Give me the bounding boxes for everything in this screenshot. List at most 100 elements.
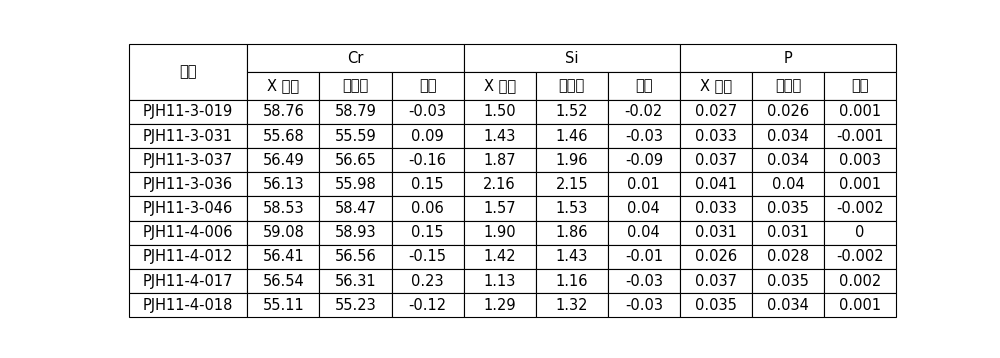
Bar	[129, 100, 247, 124]
Text: 0.033: 0.033	[695, 129, 737, 144]
Text: 56.65: 56.65	[335, 153, 376, 168]
Bar	[752, 124, 824, 148]
Bar	[129, 44, 247, 100]
Bar	[680, 269, 752, 293]
Bar	[392, 269, 464, 293]
Bar	[536, 221, 608, 245]
Bar	[824, 72, 896, 100]
Bar	[608, 293, 680, 317]
Bar	[680, 148, 752, 172]
Text: 1.86: 1.86	[556, 225, 588, 240]
Text: PJH11-3-036: PJH11-3-036	[143, 177, 233, 192]
Text: 55.59: 55.59	[335, 129, 376, 144]
Text: 0: 0	[855, 225, 865, 240]
Text: 55.11: 55.11	[263, 297, 304, 313]
Text: 0.034: 0.034	[767, 153, 809, 168]
Text: 1.29: 1.29	[483, 297, 516, 313]
Text: 0.026: 0.026	[767, 105, 809, 120]
Bar	[319, 172, 392, 197]
Bar	[824, 221, 896, 245]
Text: -0.12: -0.12	[409, 297, 447, 313]
Text: 1.43: 1.43	[556, 250, 588, 264]
Text: 0.001: 0.001	[839, 105, 881, 120]
Bar	[392, 124, 464, 148]
Bar	[680, 100, 752, 124]
Bar	[680, 44, 896, 72]
Bar	[247, 72, 319, 100]
Text: 0.09: 0.09	[411, 129, 444, 144]
Bar	[464, 44, 680, 72]
Bar	[464, 148, 536, 172]
Text: P: P	[784, 51, 792, 66]
Bar	[752, 72, 824, 100]
Bar	[752, 100, 824, 124]
Text: 0.034: 0.034	[767, 297, 809, 313]
Text: 化学法: 化学法	[775, 78, 801, 93]
Bar	[247, 293, 319, 317]
Text: PJH11-4-012: PJH11-4-012	[143, 250, 233, 264]
Bar	[680, 245, 752, 269]
Bar	[680, 197, 752, 221]
Bar	[392, 293, 464, 317]
Bar	[392, 100, 464, 124]
Text: PJH11-3-037: PJH11-3-037	[143, 153, 233, 168]
Text: 55.68: 55.68	[263, 129, 304, 144]
Text: X 荧光: X 荧光	[267, 78, 300, 93]
Text: 58.76: 58.76	[263, 105, 304, 120]
Bar	[824, 148, 896, 172]
Text: -0.02: -0.02	[625, 105, 663, 120]
Text: 1.52: 1.52	[555, 105, 588, 120]
Bar	[824, 197, 896, 221]
Bar	[752, 245, 824, 269]
Text: 偏差: 偏差	[419, 78, 436, 93]
Text: 2.15: 2.15	[555, 177, 588, 192]
Bar	[608, 197, 680, 221]
Bar	[247, 269, 319, 293]
Bar	[608, 172, 680, 197]
Bar	[536, 172, 608, 197]
Text: 55.98: 55.98	[335, 177, 376, 192]
Bar	[247, 100, 319, 124]
Text: 0.035: 0.035	[767, 201, 809, 216]
Bar	[752, 269, 824, 293]
Bar	[464, 197, 536, 221]
Text: 0.003: 0.003	[839, 153, 881, 168]
Bar	[536, 197, 608, 221]
Text: 58.53: 58.53	[263, 201, 304, 216]
Text: -0.16: -0.16	[409, 153, 447, 168]
Bar	[608, 124, 680, 148]
Text: PJH11-3-046: PJH11-3-046	[143, 201, 233, 216]
Text: 0.04: 0.04	[627, 225, 660, 240]
Text: PJH11-4-018: PJH11-4-018	[143, 297, 233, 313]
Text: 0.15: 0.15	[411, 177, 444, 192]
Text: 0.034: 0.034	[767, 129, 809, 144]
Text: 56.31: 56.31	[335, 274, 376, 289]
Bar	[392, 245, 464, 269]
Text: 0.035: 0.035	[767, 274, 809, 289]
Text: 1.90: 1.90	[483, 225, 516, 240]
Text: 56.13: 56.13	[263, 177, 304, 192]
Text: -0.001: -0.001	[836, 129, 884, 144]
Text: 0.002: 0.002	[839, 274, 881, 289]
Bar	[464, 100, 536, 124]
Bar	[608, 269, 680, 293]
Bar	[247, 44, 464, 72]
Text: -0.15: -0.15	[409, 250, 447, 264]
Bar	[129, 148, 247, 172]
Bar	[319, 293, 392, 317]
Bar	[129, 221, 247, 245]
Bar	[129, 197, 247, 221]
Text: 56.56: 56.56	[335, 250, 376, 264]
Bar	[247, 197, 319, 221]
Bar	[680, 72, 752, 100]
Bar	[824, 269, 896, 293]
Text: 偏差: 偏差	[851, 78, 869, 93]
Text: PJH11-4-006: PJH11-4-006	[143, 225, 233, 240]
Bar	[536, 72, 608, 100]
Bar	[536, 124, 608, 148]
Text: 0.037: 0.037	[695, 274, 737, 289]
Bar	[392, 148, 464, 172]
Text: X 荧光: X 荧光	[484, 78, 516, 93]
Bar	[247, 172, 319, 197]
Bar	[752, 148, 824, 172]
